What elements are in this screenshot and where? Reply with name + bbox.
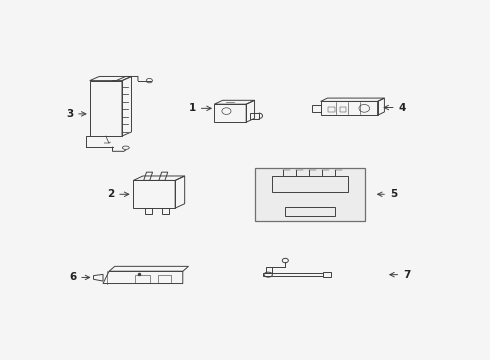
FancyBboxPatch shape (255, 168, 365, 221)
Text: 1: 1 (189, 103, 211, 113)
Bar (158, 275, 172, 283)
Text: 5: 5 (378, 189, 397, 199)
Bar (328, 107, 335, 112)
Text: 7: 7 (390, 270, 411, 280)
Text: 3: 3 (66, 109, 86, 119)
Text: 2: 2 (107, 189, 129, 199)
Text: 6: 6 (69, 273, 90, 283)
Bar (135, 275, 150, 283)
Bar (340, 107, 346, 112)
Text: 4: 4 (384, 103, 406, 113)
